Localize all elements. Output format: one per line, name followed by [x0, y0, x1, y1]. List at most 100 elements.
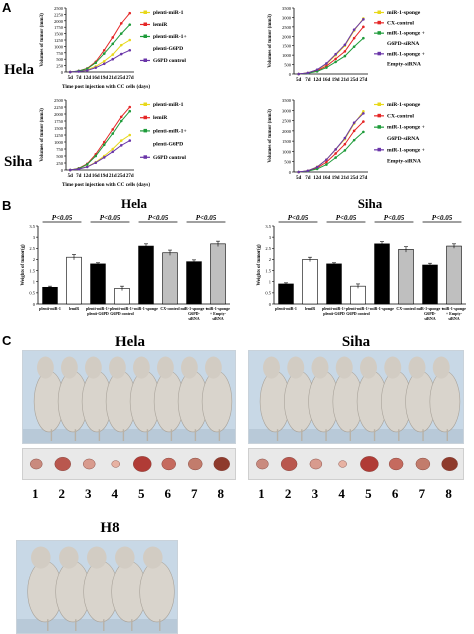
data-point	[102, 62, 106, 66]
y-tick-label: 2000	[54, 19, 64, 24]
series-line	[298, 131, 364, 173]
y-tick-label: 2250	[54, 105, 64, 110]
x-tick-label: 12d	[313, 176, 321, 181]
data-point	[119, 144, 123, 147]
y-tick-label: 0	[269, 302, 272, 307]
bar	[446, 245, 462, 305]
data-point	[77, 70, 81, 73]
data-point	[128, 105, 132, 109]
data-point	[94, 161, 98, 165]
y-tick-label: 1000	[282, 149, 292, 154]
data-point	[85, 165, 89, 169]
data-point	[334, 60, 337, 64]
row-label-siha: Siha	[4, 154, 33, 170]
line-chart-siha-left: 0 250 500 750 1000 1250 1500 1750 2000 2250 2500 5d…	[40, 98, 187, 188]
line-chart-hela-right: 0 500 1000 1500 2000 2500 3000 3500 5d 7d 12d 16d 19…	[268, 6, 425, 83]
x-tick-label: 19d	[332, 78, 340, 83]
x-tick-label: 27d	[126, 76, 134, 81]
x-tick-label: + Empty-	[446, 311, 463, 316]
data-point	[334, 148, 337, 151]
mouse-head	[384, 356, 402, 379]
y-tick-label: 1500	[282, 139, 292, 144]
y-tick-label: 0	[61, 70, 64, 75]
x-tick-label: 12d	[83, 174, 91, 179]
mouse	[332, 356, 364, 441]
mouse-head	[263, 356, 280, 379]
x-tick-label: 5d	[68, 174, 74, 179]
series-line	[70, 24, 131, 73]
mouse	[381, 356, 412, 441]
x-tick-label: 21d	[109, 76, 117, 81]
data-point	[94, 61, 98, 65]
mouse-head	[87, 546, 107, 569]
legend-label: plenti-miR-1	[153, 10, 184, 16]
y-tick-label: 1	[269, 280, 271, 285]
data-point	[343, 149, 347, 152]
y-axis-label: Weights of tumor(g)	[21, 244, 26, 286]
data-point	[94, 66, 98, 69]
legend-label: miR-1-sponge +	[387, 147, 425, 153]
panel-letter-c: C	[2, 333, 12, 348]
tumor	[441, 456, 458, 472]
mouse	[429, 356, 461, 441]
legend-label: G6PD-siRNA	[387, 41, 419, 47]
data-point	[128, 38, 132, 42]
y-tick-label: 3	[33, 235, 36, 240]
x-tick-label: 21d	[109, 174, 117, 179]
data-point	[352, 36, 356, 40]
bar	[350, 285, 366, 305]
mice-photo-hela	[22, 350, 236, 444]
mouse-head	[37, 356, 54, 379]
significance-label: P<0.05	[384, 214, 405, 222]
tumor-number: 8	[217, 486, 225, 501]
data-point	[334, 156, 337, 159]
legend-label: plenti-miR-1+	[153, 34, 187, 40]
mouse	[27, 546, 63, 631]
x-tick-label: G6PD-	[188, 311, 200, 316]
panel-letter-a: A	[2, 0, 12, 15]
x-tick-label: siRNA	[424, 316, 435, 321]
legend-label: G6PD-siRNA	[387, 136, 419, 142]
legend-label: CX-control	[387, 113, 414, 119]
x-tick-label: lemiR	[69, 306, 79, 311]
data-point	[85, 163, 89, 166]
y-tick-label: 750	[56, 147, 64, 152]
legend-marker	[143, 34, 147, 38]
mouse	[308, 356, 339, 441]
significance-label: P<0.05	[336, 214, 357, 222]
data-point	[128, 23, 132, 26]
y-tick-label: 3000	[282, 108, 292, 113]
tumor-number: 5	[138, 486, 145, 501]
y-axis-label: Volumes of tumor (mm3)	[268, 109, 273, 163]
mouse-head	[360, 356, 377, 379]
x-tick-label: 25d	[350, 78, 358, 83]
mouse-head	[287, 356, 305, 379]
series-line	[298, 113, 364, 173]
tumor-number: 5	[365, 486, 372, 501]
y-tick-label: 2500	[282, 25, 292, 30]
significance-label: P<0.05	[288, 214, 309, 222]
tumor-number: 4	[338, 486, 345, 501]
y-tick-label: 1500	[54, 126, 64, 131]
bar	[114, 288, 130, 305]
legend-label: Empty-siRNA	[387, 159, 421, 165]
y-tick-label: 2.5	[265, 246, 271, 251]
x-tick-label: 19d	[100, 76, 108, 81]
x-tick-label: 21d	[341, 176, 349, 181]
legend-label: G6PD control	[153, 58, 186, 64]
legend-marker	[377, 10, 381, 14]
x-tick-label: 7d	[305, 78, 311, 83]
mouse	[356, 356, 388, 441]
x-tick-label: 7d	[76, 174, 82, 179]
y-tick-label: 2000	[282, 34, 292, 39]
x-tick-label: miR-1-sponge	[370, 306, 394, 311]
series-line	[70, 49, 130, 73]
y-tick-label: 500	[284, 160, 292, 165]
y-tick-label: 3.5	[29, 224, 35, 229]
legend-label: G6PD control	[153, 155, 186, 161]
data-point	[343, 54, 347, 58]
data-point	[102, 140, 106, 144]
mouse-head	[115, 546, 135, 569]
y-tick-label: 0	[61, 168, 64, 173]
mouse-body	[201, 370, 233, 433]
